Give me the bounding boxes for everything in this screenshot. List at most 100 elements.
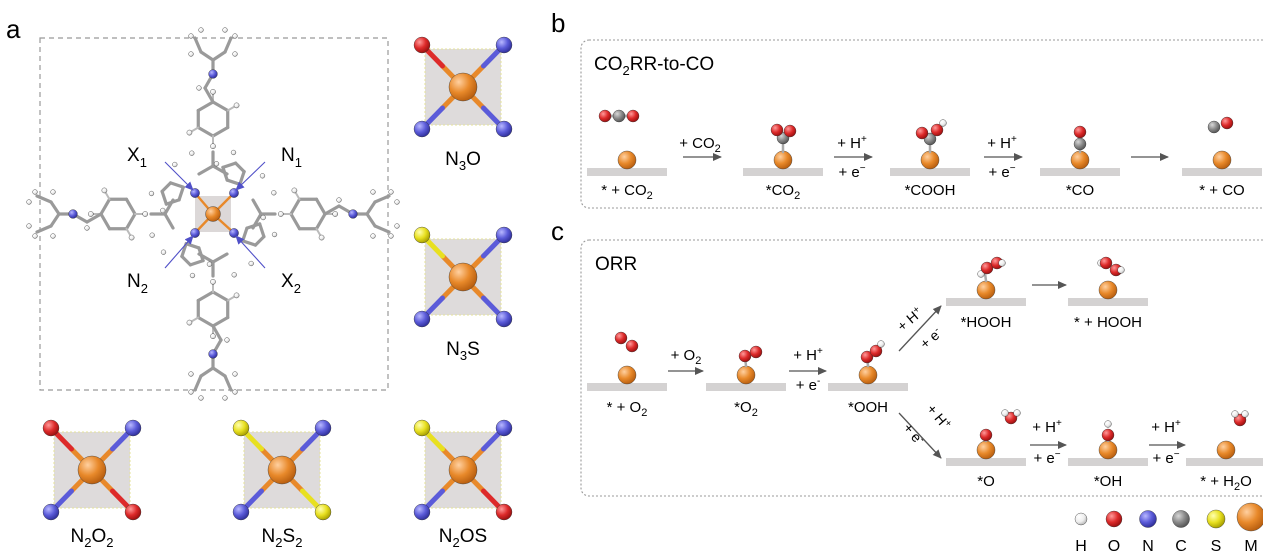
bond [245, 222, 262, 230]
bond [197, 164, 215, 176]
hydrogen-atom [332, 211, 339, 217]
bond [124, 197, 137, 216]
bond [188, 259, 205, 267]
metal-atom [1212, 150, 1232, 170]
bond [196, 125, 215, 138]
oxygen-atom [979, 428, 993, 442]
bond [314, 212, 327, 231]
bond [251, 198, 263, 216]
motif-label-n3o: N3O [445, 149, 481, 173]
bond [241, 226, 249, 243]
carbon-atom [1207, 120, 1221, 134]
orr-step-1: + O2 [671, 347, 702, 367]
bond [177, 185, 185, 202]
bond [199, 366, 215, 378]
hydrogen-atom [88, 211, 94, 217]
oxygen-atom [1073, 125, 1087, 139]
co2rr-step-1: + CO2 [679, 135, 721, 155]
legend-label-o: O [1108, 538, 1120, 554]
metal-atom [736, 365, 756, 385]
bond [289, 197, 302, 216]
oxygen-atom [770, 123, 784, 137]
nitrogen-atom [314, 419, 332, 437]
bond [160, 189, 168, 206]
hydrogen-atom [1013, 409, 1021, 417]
bond [211, 50, 227, 62]
surface-slab [743, 168, 823, 176]
nitrogen-atom [208, 349, 218, 359]
oxygen-atom [1004, 411, 1018, 425]
orr-state-6: *O [977, 473, 995, 490]
hydrogen-atom [231, 272, 237, 278]
bond [203, 86, 215, 104]
orr-state-4: *HOOH [961, 314, 1012, 331]
hydrogen-atom [233, 102, 240, 109]
oxygen-atom [869, 344, 883, 358]
orr-title: ORR [595, 254, 637, 275]
surface-slab [946, 298, 1026, 306]
metal-atom [976, 280, 996, 300]
nitrogen-atom [229, 188, 239, 198]
bond [85, 212, 103, 224]
oxygen-atom [625, 339, 639, 353]
bond [241, 239, 258, 247]
oxygen-atom [1101, 428, 1115, 442]
orr-step-6-top: + H+ [1151, 418, 1181, 436]
hydrogen-atom [1117, 266, 1125, 274]
oxygen-atom [749, 345, 763, 359]
bond [221, 161, 238, 169]
hydrogen-atom [206, 261, 213, 267]
hydrogen-atom [189, 272, 196, 279]
oxygen-atom [626, 109, 640, 123]
bond [196, 290, 215, 303]
bond [163, 212, 175, 230]
oxygen-atom [915, 126, 929, 140]
bond [49, 212, 61, 228]
legend-label-h: H [1075, 538, 1087, 554]
hydrogen-atom [230, 149, 237, 156]
co2rr-step-3-bot: + e− [988, 163, 1015, 181]
hydrogen-atom [1104, 420, 1112, 428]
bond [225, 178, 242, 186]
hydrogen-atom [260, 214, 266, 221]
hydrogen-atom [232, 389, 238, 395]
hydrogen-atom [222, 395, 228, 401]
hydrogen-atom [198, 27, 204, 33]
hydrogen-atom [189, 150, 195, 156]
label-n2: N2 [127, 271, 148, 296]
bond [223, 36, 233, 54]
bond [193, 36, 203, 54]
hydrogen-atom [188, 389, 194, 395]
hydrogen-atom [188, 33, 194, 39]
hydrogen-atom [142, 211, 148, 217]
surface-slab [1068, 458, 1148, 466]
oxygen-atom [598, 109, 612, 123]
hydrogen-atom [84, 225, 90, 231]
nitrogen-atom [413, 310, 431, 328]
surface-slab [890, 168, 970, 176]
pointer-arrow [235, 235, 266, 269]
orr-step-up-bot: + e- [917, 325, 945, 352]
nitrogen-atom [348, 209, 358, 219]
hydrogen-atom [232, 33, 238, 39]
metal-atom [448, 72, 478, 102]
hydrogen-atom [148, 190, 155, 197]
bond [211, 100, 230, 113]
carbon-atom [1073, 137, 1087, 151]
oxygen-atom [1099, 256, 1113, 270]
oxygen-atom [1220, 116, 1234, 130]
oxygen-atom [738, 349, 752, 363]
metal-atom [267, 455, 297, 485]
bond [258, 222, 266, 239]
hydrogen-atom [210, 333, 216, 340]
hydrogen-atom [394, 223, 400, 229]
bond [168, 181, 185, 189]
hydrogen-atom [877, 340, 885, 348]
co2rr-state-1: * + CO2 [601, 182, 653, 202]
orr-step-up-top: + H+ [894, 304, 926, 334]
hydrogen-atom [277, 211, 284, 217]
orr-state-7: *OH [1094, 473, 1122, 490]
metal-atom [1236, 502, 1263, 532]
panel-label-a: a [6, 14, 21, 44]
oxygen-atom [930, 123, 944, 137]
